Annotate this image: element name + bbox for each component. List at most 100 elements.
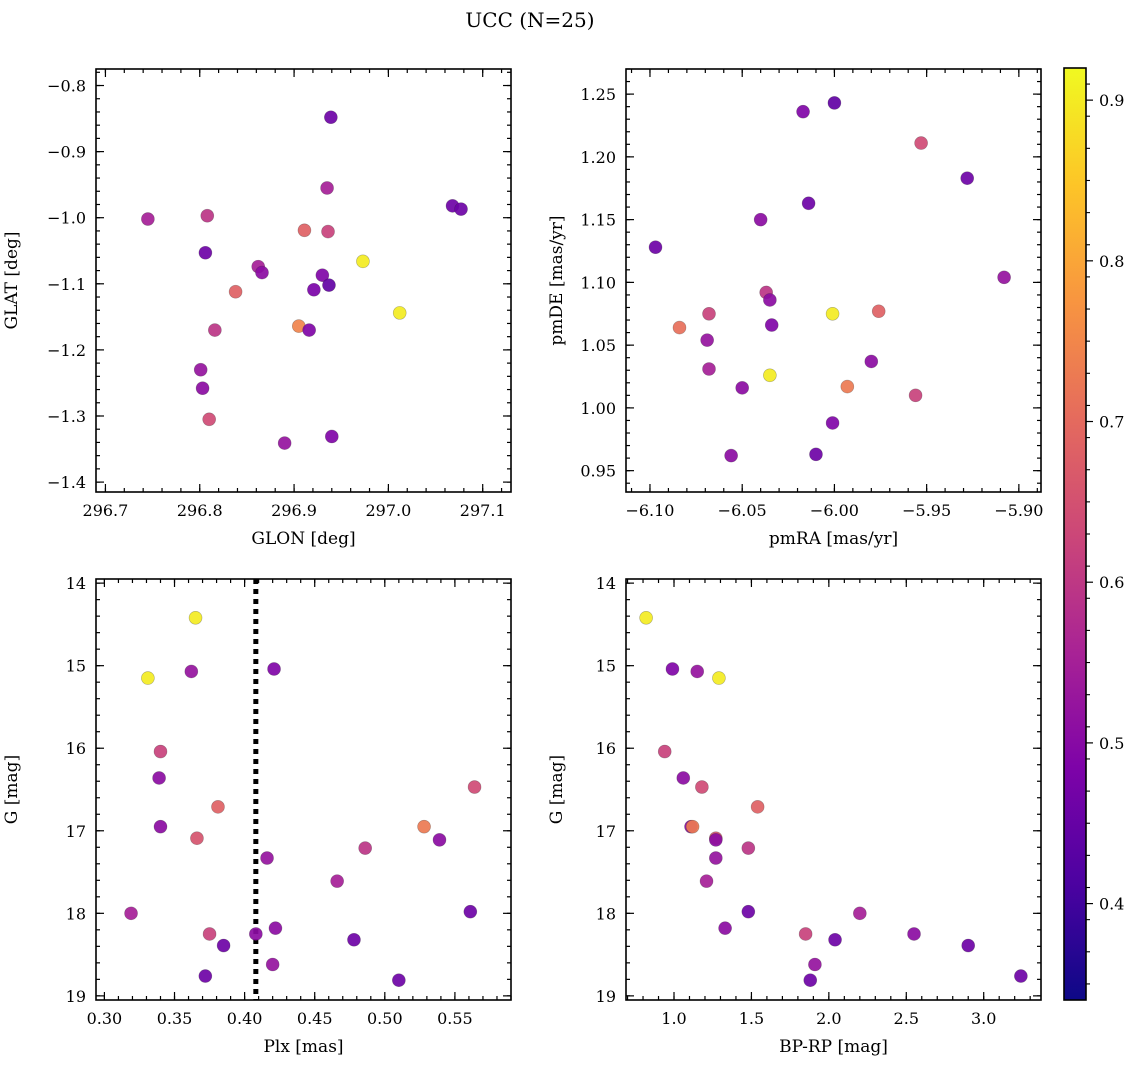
y-tick-label: 16 <box>596 739 616 758</box>
scatter-point <box>124 906 138 921</box>
scatter-point <box>153 819 168 834</box>
x-tick-label: 0.55 <box>437 1009 473 1028</box>
scatter-point <box>324 429 339 444</box>
scatter-point <box>763 293 777 307</box>
scatter-point <box>190 831 204 846</box>
y-axis-label: pmDE [mas/yr] <box>547 215 567 345</box>
scatter-point <box>141 671 155 685</box>
colorbar-frame <box>1063 67 1087 1001</box>
scatter-point <box>657 744 672 759</box>
scatter-point <box>809 447 823 462</box>
panel-bprp-g: 1.0 1.5 2.0 2.5 3.0 14 15 16 17 18 19 BP-RP [mag] G … <box>547 574 1042 1057</box>
colorbar-gradient <box>1064 68 1086 1000</box>
x-axis-label: BP-RP [mag] <box>779 1037 888 1057</box>
x-tick-label: 296.9 <box>271 501 317 520</box>
scatter-point <box>801 196 816 211</box>
scatter-point <box>277 436 292 450</box>
scatter-point <box>796 104 810 119</box>
ticks <box>96 69 511 492</box>
scatter-point <box>914 136 928 150</box>
x-tick-label: 3.0 <box>971 1009 996 1028</box>
scatter-points <box>141 110 468 450</box>
x-tick-label: 296.8 <box>177 501 223 520</box>
scatter-point <box>202 412 216 427</box>
scatter-point <box>871 304 886 319</box>
scatter-point <box>195 381 210 396</box>
scatter-point <box>803 973 818 987</box>
y-tick-label: 1.25 <box>580 85 616 104</box>
axes-frame <box>95 578 512 1001</box>
y-tick-label: 1.10 <box>580 273 616 292</box>
colorbar-tick-label: 0.9 <box>1099 91 1124 110</box>
scatter-point <box>798 927 813 941</box>
scatter-point <box>322 278 336 292</box>
scatter-point <box>208 323 222 337</box>
y-tick-label: −0.9 <box>47 143 86 162</box>
y-tick-label: 1.15 <box>580 211 616 230</box>
scatter-point <box>454 202 468 216</box>
scatter-point <box>864 354 879 369</box>
scatter-point <box>198 969 213 983</box>
scatter-point <box>330 874 344 888</box>
scatter-point <box>763 368 777 383</box>
y-tick-label: 1.00 <box>580 399 616 418</box>
y-tick-label: 0.95 <box>580 462 616 481</box>
scatter-point <box>960 171 975 186</box>
scatter-point <box>268 921 283 935</box>
y-tick-label: −1.1 <box>47 275 86 294</box>
x-tick-label: −6.10 <box>625 501 674 520</box>
scatter-point <box>639 610 653 625</box>
scatter-point <box>808 957 822 972</box>
scatter-point <box>735 381 750 395</box>
x-tick-label: 297.1 <box>460 501 506 520</box>
y-tick-label: 14 <box>66 574 86 593</box>
y-tick-label: −1.3 <box>47 407 86 426</box>
x-tick-label: 0.30 <box>87 1009 123 1028</box>
y-axis-label: G [mag] <box>2 755 22 824</box>
colorbar: 0.4 0.5 0.6 0.7 0.8 0.9 <box>1063 67 1124 1001</box>
y-tick-label: 15 <box>596 657 616 676</box>
scatter-point <box>320 181 334 195</box>
scatter-point <box>255 265 269 280</box>
scatter-points <box>124 610 482 987</box>
x-axis-label: Plx [mas] <box>263 1037 343 1057</box>
scatter-point <box>741 841 756 855</box>
scatter-point <box>676 771 691 785</box>
x-tick-label: 296.7 <box>83 501 129 520</box>
scatter-point <box>700 333 714 347</box>
scatter-point <box>347 932 361 947</box>
scatter-point <box>198 245 213 260</box>
panel-plx-g: 0.30 0.35 0.40 0.45 0.50 0.55 14 15 16 17 18 19 Plx … <box>2 574 512 1057</box>
scatter-point <box>741 904 756 919</box>
y-tick-label: 18 <box>66 904 86 923</box>
scatter-point <box>997 270 1011 285</box>
scatter-point <box>764 318 779 332</box>
scatter-point <box>321 224 335 239</box>
scatter-point <box>853 906 867 921</box>
scatter-point <box>907 927 921 941</box>
scatter-points <box>639 610 1028 987</box>
y-tick-label: 19 <box>596 987 616 1006</box>
scatter-point <box>302 323 316 337</box>
colorbar-tick-label: 0.8 <box>1099 252 1124 271</box>
scatter-point <box>840 379 855 394</box>
colorbar-tick-label: 0.5 <box>1099 734 1124 753</box>
scatter-point <box>463 904 478 919</box>
scatter-point <box>193 362 208 377</box>
x-tick-label: 2.5 <box>894 1009 919 1028</box>
scatter-point <box>695 780 709 794</box>
x-tick-label: −6.00 <box>810 501 859 520</box>
scatter-point <box>825 306 840 321</box>
scatter-point <box>709 851 723 865</box>
y-tick-label: −1.4 <box>47 473 86 492</box>
scatter-point <box>249 927 263 941</box>
x-tick-label: 297.0 <box>365 501 411 520</box>
colorbar-tick-label: 0.7 <box>1099 413 1124 432</box>
x-tick-label: 0.50 <box>367 1009 403 1028</box>
y-tick-label: 17 <box>66 822 86 841</box>
scatter-point <box>672 320 687 335</box>
axes-frame <box>625 68 1042 493</box>
scatter-point <box>184 664 199 679</box>
y-tick-label: −0.8 <box>47 77 86 96</box>
